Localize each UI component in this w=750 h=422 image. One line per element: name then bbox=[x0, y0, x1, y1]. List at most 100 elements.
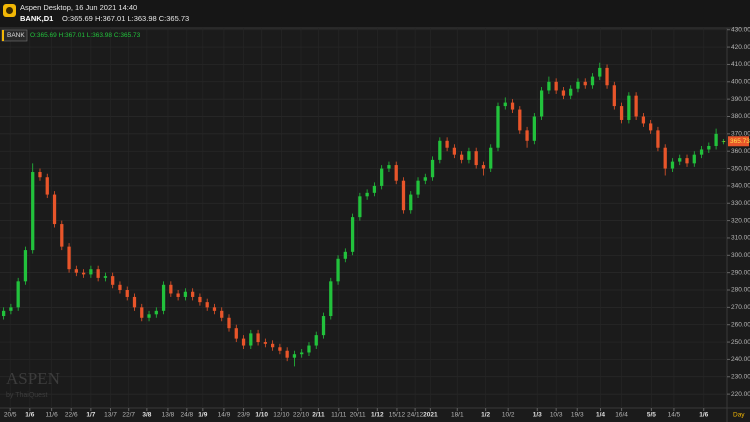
candle-body bbox=[176, 293, 180, 297]
y-tick-label: 290.00 bbox=[731, 269, 750, 276]
candle-body bbox=[103, 276, 108, 278]
candle-body bbox=[161, 284, 166, 311]
candle-body bbox=[721, 141, 726, 143]
candle-body bbox=[300, 352, 304, 355]
candle-body bbox=[52, 194, 57, 225]
candle-body bbox=[256, 333, 260, 343]
x-tick-label: 13/7 bbox=[104, 412, 117, 419]
candle-body bbox=[147, 314, 151, 318]
x-tick-label: 1/4 bbox=[596, 412, 605, 419]
x-tick-label: 14/9 bbox=[218, 412, 231, 419]
candle-body bbox=[590, 76, 595, 86]
candle-body bbox=[452, 147, 457, 155]
y-tick-label: 260.00 bbox=[731, 321, 750, 328]
candle-body bbox=[45, 177, 49, 195]
candle-body bbox=[612, 85, 616, 107]
x-tick-label: 13/8 bbox=[162, 412, 175, 419]
x-tick-label: 3/8 bbox=[142, 412, 151, 419]
candle-body bbox=[358, 196, 362, 218]
candle-body bbox=[445, 140, 449, 148]
y-tick-label: 370.00 bbox=[731, 131, 750, 138]
candle-body bbox=[387, 165, 391, 169]
candle-body bbox=[569, 88, 573, 96]
header-bar bbox=[0, 0, 750, 28]
x-tick-label: 14/5 bbox=[668, 412, 681, 419]
candle-body bbox=[38, 172, 42, 178]
candle-body bbox=[605, 67, 609, 86]
candle-body bbox=[430, 159, 435, 178]
y-tick-label: 230.00 bbox=[731, 373, 750, 380]
candle-body bbox=[539, 90, 544, 117]
candle-body bbox=[489, 147, 493, 169]
y-tick-label: 250.00 bbox=[731, 339, 750, 346]
candle-body bbox=[212, 307, 217, 311]
candle-body bbox=[191, 291, 195, 297]
candle-body bbox=[598, 67, 602, 77]
candle-body bbox=[241, 338, 246, 346]
candle-body bbox=[714, 133, 718, 146]
candle-body bbox=[307, 345, 311, 353]
x-tick-label: 1/7 bbox=[86, 412, 95, 419]
candle-body bbox=[234, 328, 238, 339]
y-tick-label: 410.00 bbox=[731, 61, 750, 68]
candle-body bbox=[678, 158, 682, 162]
symbol: BANK,D1 bbox=[20, 14, 53, 23]
candle-body bbox=[227, 317, 231, 329]
candle-body bbox=[532, 116, 536, 141]
y-tick-label: 380.00 bbox=[731, 113, 750, 120]
candle-body bbox=[278, 347, 282, 351]
candle-body bbox=[60, 224, 64, 247]
y-tick-label: 300.00 bbox=[731, 252, 750, 259]
y-tick-label: 280.00 bbox=[731, 287, 750, 294]
legend-symbol: BANK bbox=[7, 32, 25, 39]
candle-body bbox=[154, 310, 158, 315]
x-tick-label: 10/3 bbox=[550, 412, 563, 419]
candle-body bbox=[467, 151, 471, 160]
candle-body bbox=[314, 335, 318, 346]
candle-body bbox=[372, 185, 377, 193]
x-tick-label: 1/10 bbox=[255, 412, 268, 419]
candle-body bbox=[343, 251, 347, 259]
y-tick-label: 330.00 bbox=[731, 200, 750, 207]
y-tick-label: 430.00 bbox=[731, 26, 750, 33]
watermark-sub: by ThaiQuest bbox=[6, 392, 48, 399]
candle-body bbox=[670, 161, 675, 169]
candle-body bbox=[132, 296, 137, 308]
candle-body bbox=[561, 90, 566, 96]
y-tick-label: 360.00 bbox=[731, 148, 750, 155]
x-tick-label: 2021 bbox=[423, 412, 438, 419]
watermark: ASPEN bbox=[6, 369, 60, 388]
y-tick-label: 340.00 bbox=[731, 183, 750, 190]
x-tick-label: 20/11 bbox=[350, 412, 366, 419]
x-tick-label: 24/12 bbox=[407, 412, 424, 419]
last-price-box bbox=[728, 136, 749, 147]
candle-body bbox=[96, 269, 100, 278]
candle-body bbox=[460, 154, 464, 160]
candle-body bbox=[707, 145, 711, 150]
x-tick-label: 22/10 bbox=[293, 412, 310, 419]
x-tick-label: 11/11 bbox=[331, 412, 347, 419]
x-tick-label: 1/12 bbox=[371, 412, 384, 419]
x-tick-label: 16/4 bbox=[615, 412, 628, 419]
x-tick-label: 22/6 bbox=[65, 412, 78, 419]
candle-body bbox=[474, 151, 478, 166]
candle-body bbox=[481, 165, 486, 169]
candle-body bbox=[634, 95, 638, 117]
candle-body bbox=[23, 250, 28, 282]
candle-body bbox=[111, 276, 115, 285]
x-tick-label: 24/8 bbox=[181, 412, 194, 419]
candle-body bbox=[169, 284, 173, 294]
y-tick-label: 270.00 bbox=[731, 304, 750, 311]
legend-accent bbox=[2, 30, 4, 41]
candle-body bbox=[380, 168, 384, 186]
candle-body bbox=[31, 172, 35, 251]
y-tick-label: 400.00 bbox=[731, 79, 750, 86]
candle-body bbox=[67, 246, 71, 270]
candle-body bbox=[503, 102, 507, 107]
x-axis-unit: Day bbox=[733, 412, 745, 419]
y-tick-label: 320.00 bbox=[731, 217, 750, 224]
x-tick-label: 5/5 bbox=[647, 412, 656, 419]
candle-body bbox=[270, 343, 275, 348]
